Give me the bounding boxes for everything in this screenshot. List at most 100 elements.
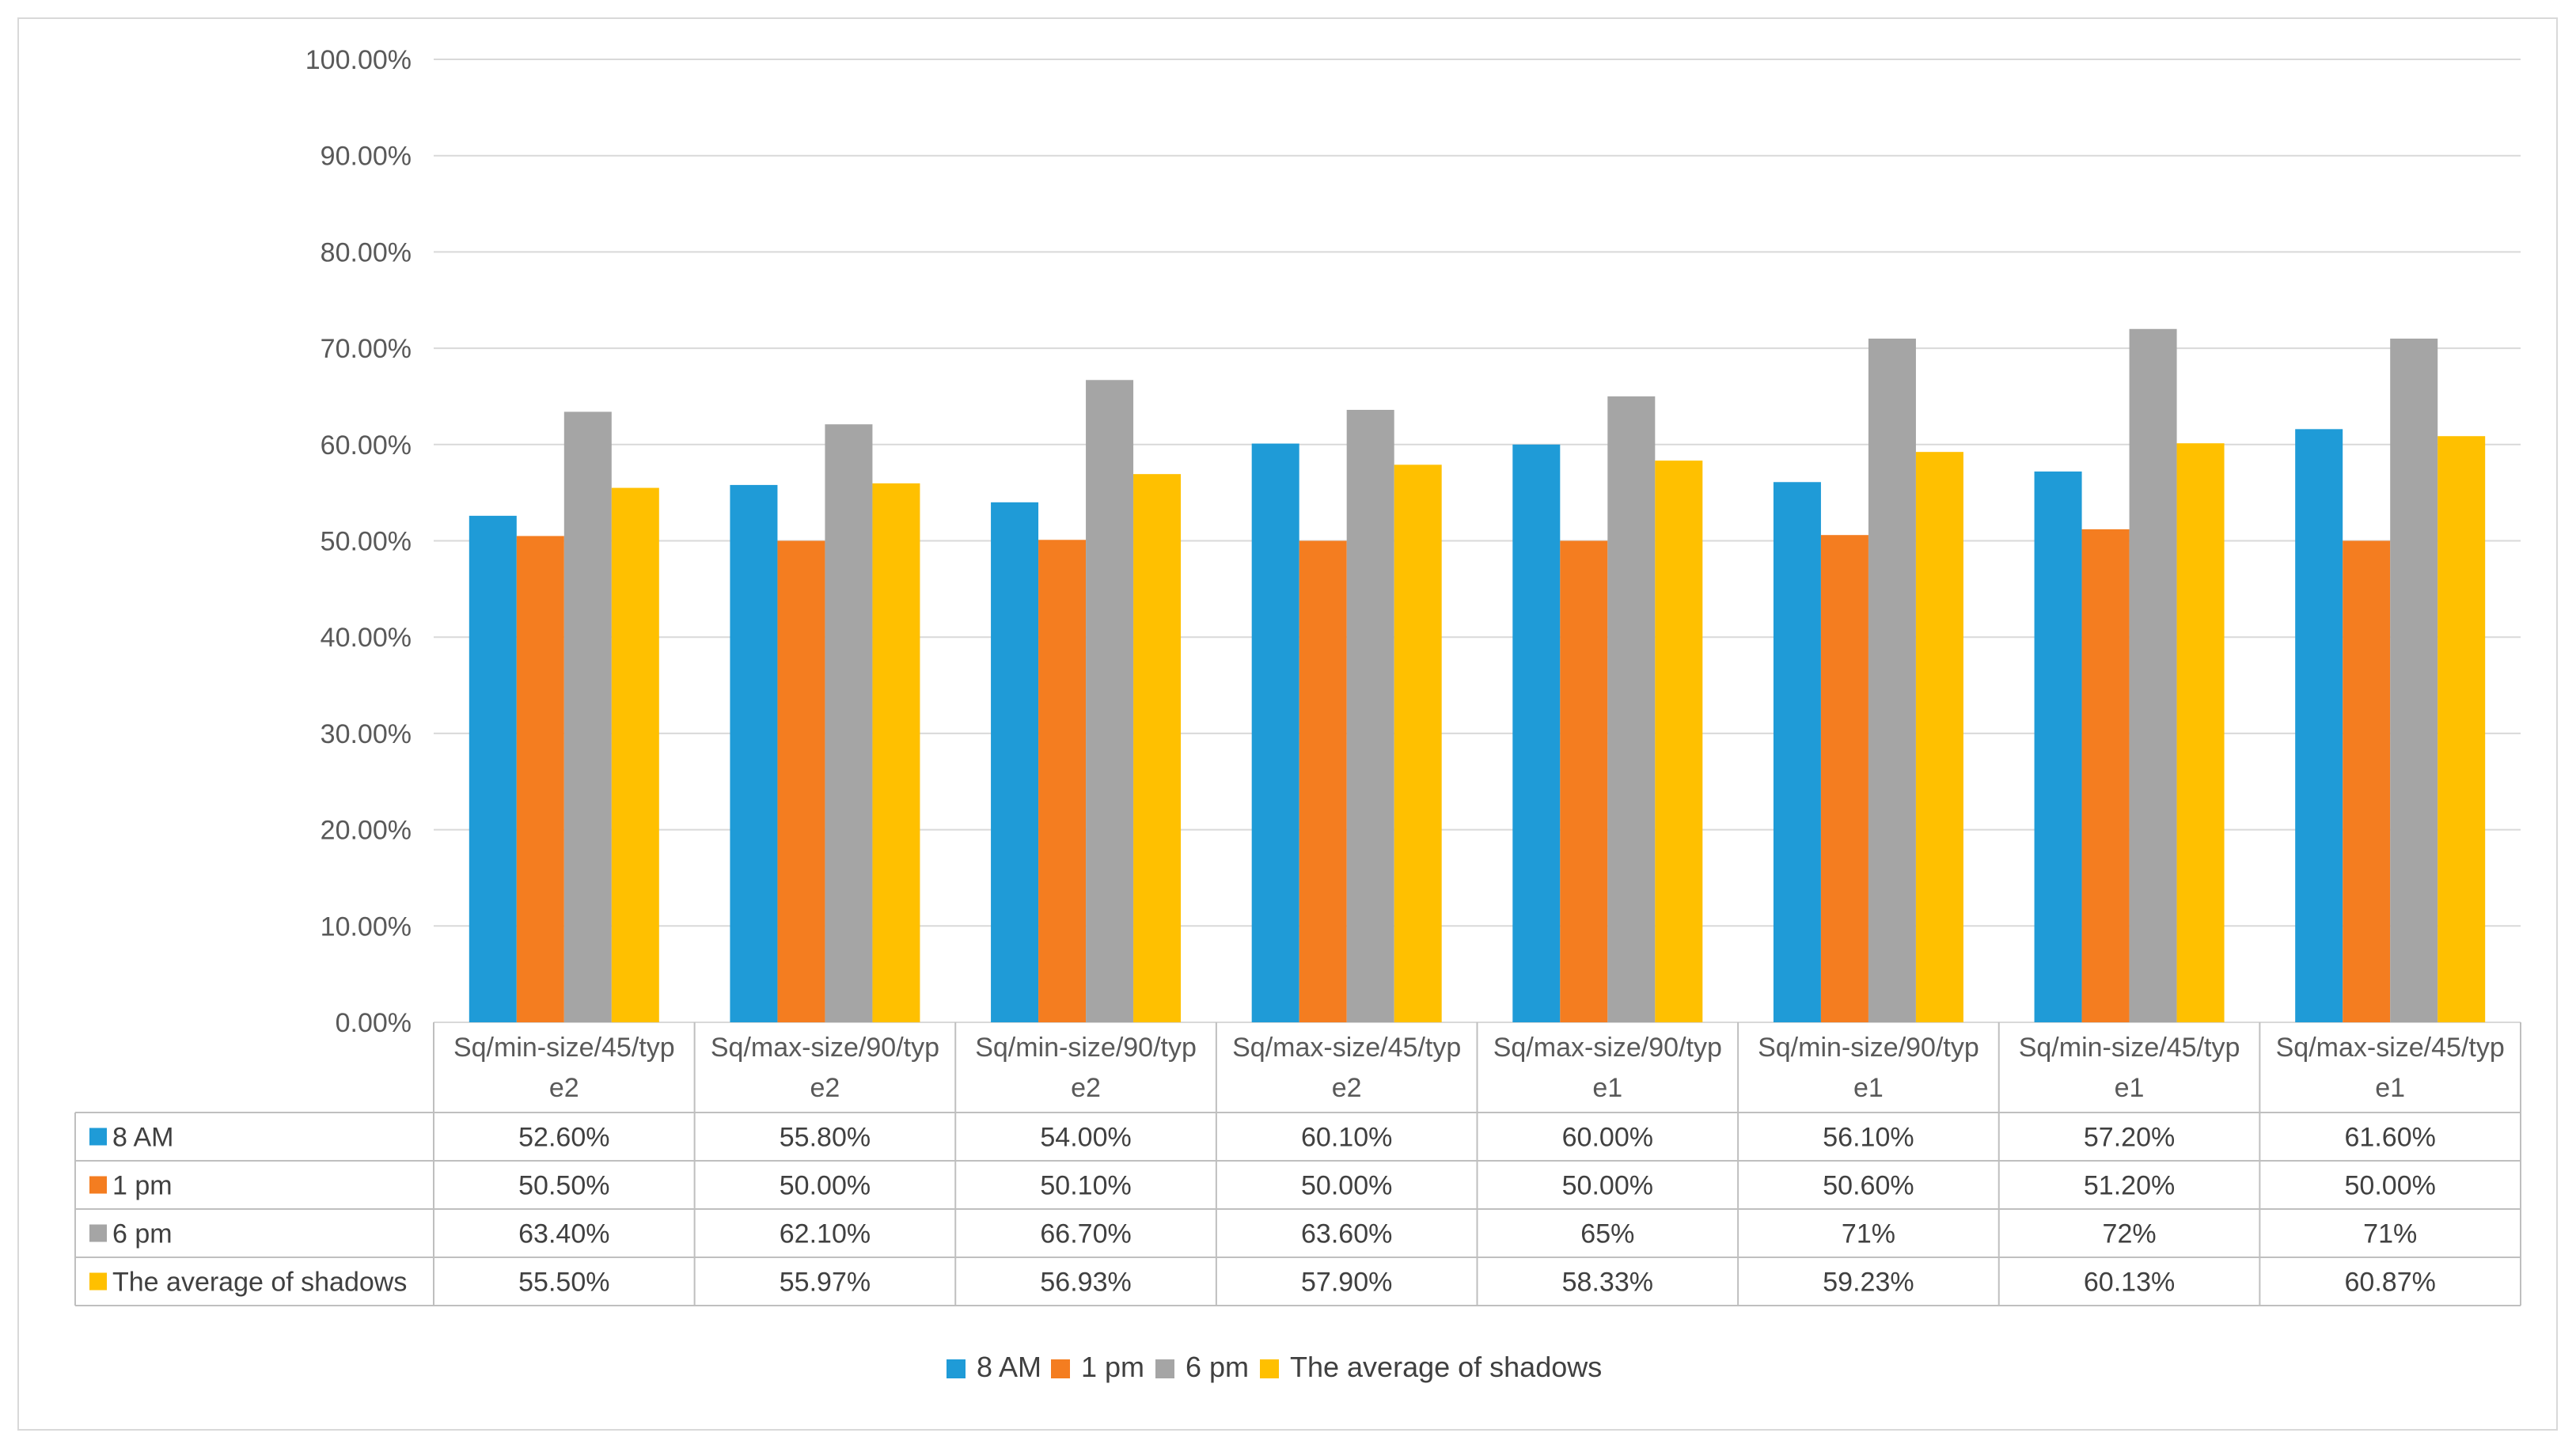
table-cell-value: 60.87% [2345,1268,2436,1298]
x-category-label: e2 [1332,1073,1362,1103]
x-category-label: Sq/min-size/45/typ [2019,1033,2240,1063]
legend-key-swatch [89,1176,107,1194]
bar-6-pm [563,411,612,1022]
table-cell-value: 55.80% [780,1123,871,1153]
table-cell-value: 50.00% [1301,1171,1392,1201]
table-cell-value: 56.93% [1040,1268,1131,1298]
table-cell-value: 71% [1842,1219,1895,1249]
x-category-label: Sq/min-size/90/typ [975,1033,1197,1063]
bar-6-pm [2129,328,2177,1022]
bar-the-average-of-shadows [1915,452,1963,1022]
x-category-label: e1 [1592,1073,1622,1103]
table-cell-value: 72% [2103,1219,2157,1249]
x-category-label: e1 [1853,1073,1884,1103]
x-category-label: Sq/max-size/90/typ [1493,1033,1722,1063]
x-category-label: e2 [810,1073,840,1103]
table-cell-value: 50.00% [2345,1171,2436,1201]
bar-the-average-of-shadows [1394,464,1442,1022]
table-cell-value: 51.20% [2084,1171,2175,1201]
table-cell-value: 54.00% [1040,1123,1131,1153]
table-cell-value: 50.00% [1562,1171,1653,1201]
x-category-label: Sq/max-size/90/typ [711,1033,939,1063]
y-tick-label: 10.00% [321,912,412,942]
bar-8-am [469,515,517,1022]
legend-label: The average of shadows [1290,1351,1602,1383]
table-cell-value: 63.60% [1301,1219,1392,1249]
y-tick-label: 50.00% [321,527,412,557]
table-cell-value: 56.10% [1823,1123,1914,1153]
bar-1-pm [1560,540,1608,1022]
y-tick-label: 40.00% [321,623,412,653]
legend-key-swatch [89,1128,107,1146]
x-category-label: e1 [2115,1073,2145,1103]
bar-1-pm [777,540,825,1022]
bar-the-average-of-shadows [872,483,920,1022]
x-category-label: Sq/max-size/45/typ [1232,1033,1461,1063]
bar-8-am [1773,482,1821,1022]
table-row-header: 1 pm [112,1171,173,1201]
table-cell-value: 50.50% [518,1171,609,1201]
table-cell-value: 50.10% [1040,1171,1131,1201]
legend-swatch [1260,1359,1279,1378]
x-category-label: e1 [2375,1073,2405,1103]
legend-swatch [947,1359,966,1378]
bar-6-pm [2390,338,2438,1022]
bar-1-pm [2081,529,2130,1022]
bar-8-am [2295,429,2343,1022]
x-category-label: e2 [1071,1073,1101,1103]
bar-8-am [2034,471,2082,1022]
legend-key-swatch [89,1224,107,1242]
table-cell-value: 59.23% [1823,1268,1914,1298]
bar-6-pm [1086,380,1134,1022]
table-cell-value: 71% [2363,1219,2417,1249]
y-tick-label: 90.00% [321,142,412,172]
bar-6-pm [825,424,873,1022]
bar-1-pm [1038,540,1087,1022]
legend-label: 1 pm [1081,1351,1144,1383]
bar-the-average-of-shadows [2176,443,2225,1022]
x-category-label: Sq/min-size/90/typ [1758,1033,1979,1063]
table-cell-value: 55.50% [518,1268,609,1298]
table-cell-value: 62.10% [780,1219,871,1249]
x-category-label: Sq/max-size/45/typ [2276,1033,2505,1063]
bar-the-average-of-shadows [611,487,659,1022]
y-tick-label: 30.00% [321,719,412,749]
y-tick-label: 70.00% [321,334,412,364]
table-cell-value: 60.13% [2084,1268,2175,1298]
bar-8-am [1251,443,1299,1022]
legend-label: 8 AM [977,1351,1041,1383]
table-cell-value: 57.90% [1301,1268,1392,1298]
table-cell-value: 63.40% [518,1219,609,1249]
x-category-label: Sq/min-size/45/typ [453,1033,675,1063]
bar-6-pm [1868,338,1916,1022]
legend-swatch [1155,1359,1174,1378]
y-tick-label: 0.00% [336,1008,412,1038]
table-cell-value: 58.33% [1562,1268,1653,1298]
bar-6-pm [1607,396,1656,1022]
table-cell-value: 66.70% [1040,1219,1131,1249]
bar-1-pm [516,536,564,1022]
bar-8-am [730,484,778,1022]
table-row-header: The average of shadows [112,1268,407,1298]
table-cell-value: 55.97% [780,1268,871,1298]
bar-the-average-of-shadows [2438,436,2486,1022]
bar-1-pm [1820,535,1868,1022]
table-cell-value: 50.60% [1823,1171,1914,1201]
bar-1-pm [1299,540,1347,1022]
table-cell-value: 50.00% [780,1171,871,1201]
table-cell-value: 61.60% [2345,1123,2436,1153]
bar-8-am [1512,444,1561,1022]
legend-swatch [1051,1359,1070,1378]
table-cell-value: 65% [1580,1219,1634,1249]
bar-1-pm [2343,540,2391,1022]
y-tick-label: 20.00% [321,816,412,846]
table-cell-value: 60.10% [1301,1123,1392,1153]
legend-key-swatch [89,1272,107,1291]
y-tick-label: 100.00% [305,45,412,75]
table-row-header: 6 pm [112,1219,173,1249]
bar-the-average-of-shadows [1655,461,1703,1022]
table-cell-value: 52.60% [518,1123,609,1153]
y-tick-label: 80.00% [321,237,412,267]
table-cell-value: 57.20% [2084,1123,2175,1153]
